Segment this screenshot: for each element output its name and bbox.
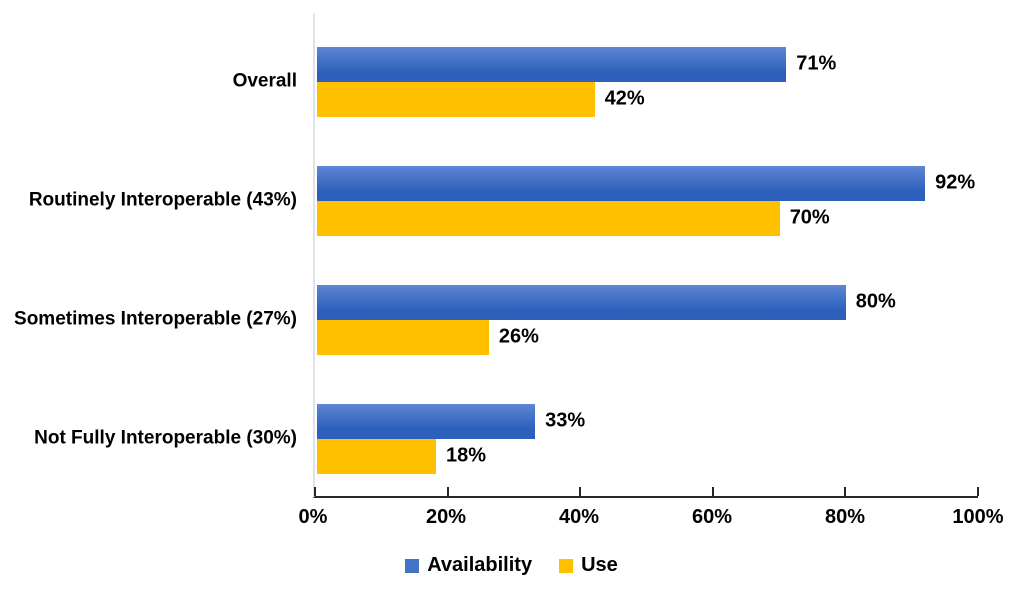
category-label: Sometimes Interoperable (27%): [14, 308, 297, 330]
bar-group: 33% 18%: [317, 403, 978, 474]
x-axis-tick-label: 0%: [298, 506, 328, 528]
data-label: 71%: [796, 52, 837, 75]
legend-label: Use: [581, 554, 618, 576]
legend-swatch-icon: [559, 558, 574, 573]
bar-use: 26%: [317, 319, 539, 355]
legend-swatch-icon: [405, 558, 420, 573]
category-label: Routinely Interoperable (43%): [28, 189, 297, 211]
bar-use: 18%: [317, 438, 486, 474]
bar-availability: 92%: [317, 165, 975, 201]
x-axis-tick: [314, 487, 316, 496]
data-label: 33%: [545, 409, 586, 432]
category-group: Routinely Interoperable (43%) 92% 70%: [0, 141, 1023, 260]
x-axis-tick: [446, 487, 449, 496]
data-label: 80%: [855, 290, 896, 313]
category-group: Overall 71% 42%: [0, 22, 1023, 141]
category-group: Not Fully Interoperable (30%) 33% 18%: [0, 379, 1023, 498]
legend: Availability Use: [0, 554, 1023, 577]
x-axis-tick-label: 20%: [425, 506, 467, 528]
bar-availability: 80%: [317, 284, 896, 320]
legend-item-availability: Availability: [405, 554, 532, 577]
data-label: 42%: [604, 87, 645, 110]
bar-availability: 71%: [317, 46, 836, 82]
category-label: Overall: [232, 70, 297, 92]
x-axis-tick-label: 40%: [558, 506, 600, 528]
data-label: 26%: [498, 325, 539, 348]
x-axis-tick: [579, 487, 582, 496]
legend-label: Availability: [427, 554, 533, 576]
category-label: Not Fully Interoperable (30%): [34, 427, 297, 449]
x-axis-tick-labels: 0% 20% 40% 60% 80% 100%: [299, 506, 1004, 532]
bar-availability: 33%: [317, 403, 585, 439]
bar-group: 92% 70%: [317, 165, 978, 236]
x-axis-tick: [844, 487, 847, 496]
x-axis-tick-label: 60%: [691, 506, 733, 528]
data-label: 70%: [789, 206, 830, 229]
category-rows: Overall 71% 42% Routinely Interoperable (43…: [0, 22, 1023, 498]
x-axis-tick: [977, 487, 979, 496]
data-label: 18%: [445, 444, 486, 467]
x-axis-tick-label: 100%: [952, 506, 1004, 528]
legend-item-use: Use: [559, 554, 618, 577]
plot-area: [313, 13, 979, 498]
category-group: Sometimes Interoperable (27%) 80% 26%: [0, 260, 1023, 379]
data-label: 92%: [935, 171, 976, 194]
bar-group: 71% 42%: [317, 46, 978, 117]
x-axis-tick: [711, 487, 714, 496]
bar-group: 80% 26%: [317, 284, 978, 355]
x-axis-tick-label: 80%: [824, 506, 866, 528]
bar-use: 42%: [317, 81, 645, 117]
bar-use: 70%: [317, 200, 830, 236]
